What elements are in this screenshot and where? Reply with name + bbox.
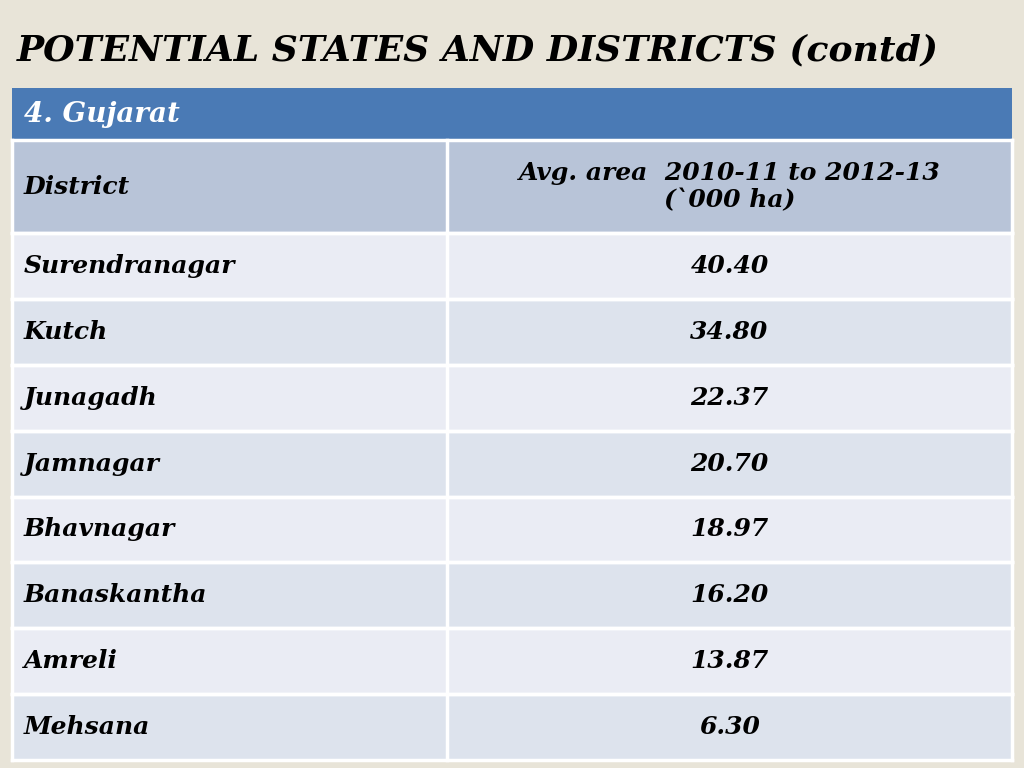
Text: Amreli: Amreli bbox=[24, 649, 118, 674]
Bar bbox=[447, 233, 1012, 299]
Bar bbox=[12, 496, 447, 562]
Bar bbox=[12, 88, 1012, 140]
Text: Banaskantha: Banaskantha bbox=[24, 584, 208, 607]
Text: 6.30: 6.30 bbox=[699, 715, 760, 739]
Bar bbox=[12, 694, 447, 760]
Text: Avg. area  2010-11 to 2012-13
(`000 ha): Avg. area 2010-11 to 2012-13 (`000 ha) bbox=[518, 161, 940, 213]
Bar bbox=[447, 694, 1012, 760]
Text: 18.97: 18.97 bbox=[690, 518, 769, 541]
Text: 16.20: 16.20 bbox=[690, 584, 769, 607]
Text: Junagadh: Junagadh bbox=[24, 386, 158, 409]
Bar bbox=[447, 431, 1012, 496]
Bar bbox=[12, 299, 447, 365]
Text: 20.70: 20.70 bbox=[690, 452, 769, 475]
Text: 13.87: 13.87 bbox=[690, 649, 769, 674]
Bar bbox=[12, 628, 447, 694]
Bar bbox=[447, 628, 1012, 694]
Text: 34.80: 34.80 bbox=[690, 319, 769, 344]
Text: Jamnagar: Jamnagar bbox=[24, 452, 160, 475]
Text: Bhavnagar: Bhavnagar bbox=[24, 518, 175, 541]
Bar bbox=[447, 140, 1012, 233]
Text: 4. Gujarat: 4. Gujarat bbox=[24, 101, 180, 127]
Text: POTENTIAL STATES AND DISTRICTS (contd): POTENTIAL STATES AND DISTRICTS (contd) bbox=[17, 34, 939, 68]
Text: Surendranagar: Surendranagar bbox=[24, 254, 236, 278]
Bar bbox=[447, 299, 1012, 365]
Text: 22.37: 22.37 bbox=[690, 386, 769, 409]
Bar bbox=[447, 496, 1012, 562]
Bar bbox=[447, 562, 1012, 628]
Bar bbox=[12, 562, 447, 628]
Text: 40.40: 40.40 bbox=[690, 254, 769, 278]
Bar bbox=[12, 233, 447, 299]
Text: District: District bbox=[24, 174, 130, 198]
Text: Mehsana: Mehsana bbox=[24, 715, 151, 739]
Bar bbox=[12, 365, 447, 431]
Bar bbox=[447, 365, 1012, 431]
Bar bbox=[12, 140, 447, 233]
Bar bbox=[12, 431, 447, 496]
Text: Kutch: Kutch bbox=[24, 319, 109, 344]
